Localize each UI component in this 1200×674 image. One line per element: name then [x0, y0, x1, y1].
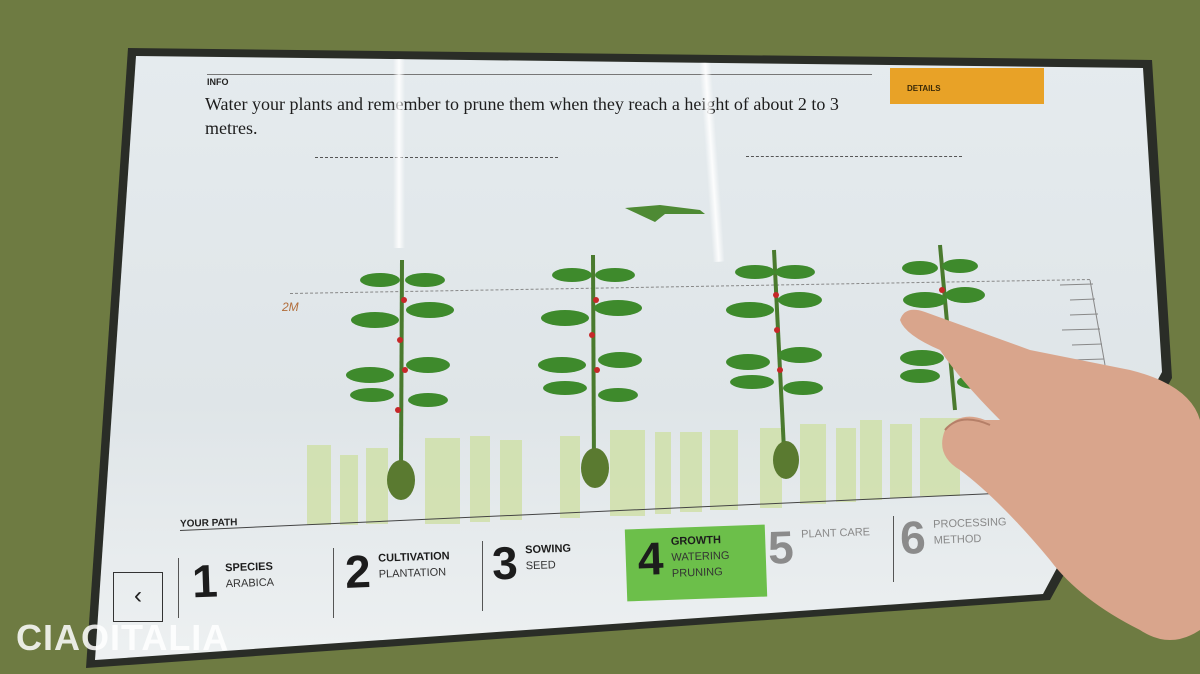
- range-arrow-right: [746, 156, 962, 157]
- details-label: DETAILS: [907, 84, 941, 93]
- plant-2: [538, 254, 642, 488]
- ground-bars: [307, 418, 960, 525]
- chevron-left-icon: ‹: [134, 582, 142, 609]
- watermark-logo: CIAOITALIA: [16, 617, 230, 658]
- divider: [333, 548, 334, 618]
- back-button[interactable]: ‹: [113, 572, 163, 622]
- divider: [482, 541, 483, 611]
- height-ruler: [1059, 279, 1106, 366]
- height-marker: 2M: [282, 300, 299, 314]
- info-label: INFO: [207, 77, 229, 87]
- divider: [178, 558, 179, 618]
- plant-1: [346, 259, 454, 500]
- info-text: Water your plants and remember to prune …: [205, 94, 839, 138]
- plant-3: [726, 249, 823, 479]
- info-rule: [207, 74, 872, 75]
- details-button[interactable]: DETAILS: [890, 68, 1044, 104]
- range-arrow-left: [315, 157, 558, 158]
- pruning-shears-icon: [625, 205, 705, 222]
- divider: [893, 516, 894, 582]
- light-reflection: [393, 58, 405, 248]
